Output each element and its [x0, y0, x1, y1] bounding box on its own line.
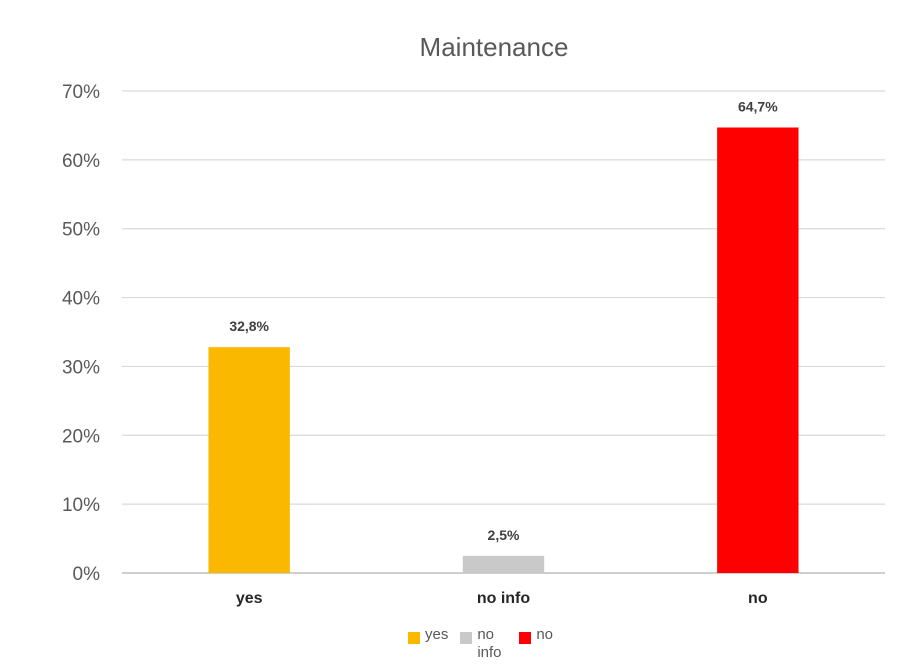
- legend-swatch-yes: [408, 632, 420, 644]
- legend: yes no info no: [408, 626, 565, 662]
- data-label-no-info: 2,5%: [488, 527, 520, 543]
- legend-label-yes: yes: [425, 626, 449, 643]
- y-tick-label-20: 20%: [62, 426, 100, 447]
- x-tick-label-yes: yes: [236, 590, 263, 607]
- x-tick-label-no: no: [748, 590, 768, 607]
- y-tick-label-30: 30%: [62, 357, 100, 378]
- legend-swatch-no: [519, 632, 532, 644]
- bar-no-info: [462, 555, 545, 573]
- bars: [208, 127, 799, 573]
- y-axis-ticks: 0% 10% 20% 30% 40% 50% 60% 70%: [62, 82, 100, 585]
- legend-item-yes: yes: [408, 626, 448, 644]
- data-labels: 32,8% 2,5% 64,7%: [229, 98, 778, 542]
- bar-yes: [208, 347, 290, 573]
- chart-title: Maintenance: [420, 32, 569, 62]
- legend-item-no: no: [519, 626, 553, 644]
- y-tick-label-50: 50%: [62, 220, 100, 241]
- legend-swatch-no-info: [460, 632, 473, 644]
- bar-no: [717, 127, 799, 573]
- y-tick-label-60: 60%: [62, 151, 100, 172]
- y-tick-label-10: 10%: [62, 495, 100, 516]
- x-tick-label-no-info: no info: [477, 590, 531, 607]
- data-label-yes: 32,8%: [229, 318, 269, 334]
- y-tick-label-70: 70%: [62, 82, 100, 103]
- data-label-no: 64,7%: [738, 98, 778, 114]
- y-tick-label-40: 40%: [62, 289, 100, 310]
- legend-label-no: no: [536, 626, 554, 643]
- legend-label-no-info: no info: [477, 626, 502, 661]
- x-axis-ticks: yes no info no: [236, 590, 768, 607]
- y-tick-label-0: 0%: [73, 564, 101, 585]
- legend-item-no-info: no info: [460, 626, 507, 662]
